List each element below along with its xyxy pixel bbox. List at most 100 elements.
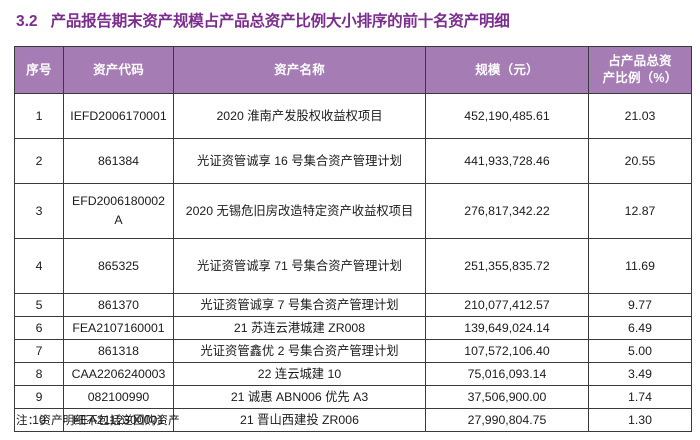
top-ten-assets-table: 序号 资产代码 资产名称 规模（元） 占产品总资 产比例（%） [14, 46, 692, 432]
cell-percentage: 20.55 [588, 138, 692, 184]
cell-asset-name-text: 光证资管诚享 7 号集合资产管理计划 [200, 297, 399, 312]
table-header-row: 序号 资产代码 资产名称 规模（元） 占产品总资 产比例（%） [14, 46, 692, 94]
cell-percentage: 9.77 [588, 293, 692, 317]
cell-index: 9 [14, 385, 64, 409]
cell-scale: 107,572,106.40 [425, 339, 589, 363]
table-row: 1 IEFD2006170001 2020 淮南产发股权收益权项目 452,190,4… [14, 93, 692, 139]
cell-scale: 37,506,900.00 [425, 385, 589, 409]
cell-asset-name: 2020 无锡危旧房改造特定资产收益权项目 [173, 183, 426, 239]
column-header-index: 序号 [14, 46, 64, 94]
cell-asset-code-text: EFD2006180002A [72, 194, 165, 227]
cell-scale: 210,077,412.57 [425, 293, 589, 317]
table-row: 2 861384 光证资管诚享 16 号集合资产管理计划 441,933,728.46… [14, 138, 692, 184]
cell-percentage: 1.30 [588, 408, 692, 432]
cell-asset-name: 2020 淮南产发股权收益权项目 [173, 93, 426, 139]
cell-asset-code: EFD2006180002A [63, 183, 174, 239]
table-row: 7 861318 光证资管鑫优 2 号集合资产管理计划 107,572,106.40 5… [14, 339, 692, 363]
cell-asset-name-text: 22 连云城建 10 [257, 366, 342, 381]
column-header-code: 资产代码 [63, 46, 174, 94]
column-header-percentage-line1: 占产品总资 [608, 54, 672, 68]
top-ten-assets-table-container: 序号 资产代码 资产名称 规模（元） 占产品总资 产比例（%） [14, 46, 692, 432]
cell-asset-code: 082100990 [63, 385, 174, 409]
cell-percentage: 12.87 [588, 183, 692, 239]
table-header: 序号 资产代码 资产名称 规模（元） 占产品总资 产比例（%） [14, 46, 692, 94]
cell-percentage: 21.03 [588, 93, 692, 139]
cell-asset-code-text: FEA2107160001 [72, 320, 165, 335]
cell-asset-name-text: 光证资管诚享 16 号集合资产管理计划 [197, 153, 402, 168]
table-row: 3 EFD2006180002A 2020 无锡危旧房改造特定资产收益权项目 276,… [14, 183, 692, 239]
column-header-percentage: 占产品总资 产比例（%） [588, 46, 692, 94]
page-title: 3.2 产品报告期末资产规模占产品总资产比例大小排序的前十名资产明细 [16, 9, 510, 31]
section-title-text: 产品报告期末资产规模占产品总资产比例大小排序的前十名资产明细 [50, 13, 510, 30]
table-body: 1 IEFD2006170001 2020 淮南产发股权收益权项目 452,190,4… [14, 93, 692, 432]
cell-asset-code: 861318 [63, 339, 174, 363]
column-header-scale: 规模（元） [425, 46, 589, 94]
cell-scale: 75,016,093.14 [425, 362, 589, 386]
cell-asset-name: 光证资管诚享 71 号集合资产管理计划 [173, 238, 426, 294]
cell-asset-code-text: 865325 [97, 258, 140, 273]
cell-percentage: 6.49 [588, 316, 692, 340]
table-row: 4 865325 光证资管诚享 71 号集合资产管理计划 251,355,835.72… [14, 238, 692, 294]
cell-asset-code-text: IEFD2006170001 [70, 108, 167, 123]
cell-asset-name-text: 21 晋山西建投 ZR006 [240, 412, 359, 427]
cell-asset-name: 21 苏连云港城建 ZR008 [173, 316, 426, 340]
cell-scale: 27,990,804.75 [425, 408, 589, 432]
cell-percentage: 5.00 [588, 339, 692, 363]
cell-asset-code: CAA2206240003 [63, 362, 174, 386]
table-row: 10 FEA2112300001 21 晋山西建投 ZR006 27,990,804.… [14, 408, 692, 432]
cell-asset-code-text: 861370 [97, 297, 140, 312]
table-row: 9 082100990 21 诚惠 ABN006 优先 A3 37,506,900.0… [14, 385, 692, 409]
cell-asset-code-text: CAA2206240003 [71, 366, 166, 381]
cell-percentage: 3.49 [588, 362, 692, 386]
cell-index: 3 [14, 183, 64, 239]
cell-percentage: 11.69 [588, 238, 692, 294]
cell-index: 2 [14, 138, 64, 184]
cell-asset-name-text: 光证资管鑫优 2 号集合资产管理计划 [200, 343, 399, 358]
cell-asset-name: 21 晋山西建投 ZR006 [173, 408, 426, 432]
cell-asset-code: 861370 [63, 293, 174, 317]
cell-asset-code-text: FEA2112300001 [72, 412, 165, 427]
cell-scale: 441,933,728.46 [425, 138, 589, 184]
table-row: 5 861370 光证资管诚享 7 号集合资产管理计划 210,077,412.57 9… [14, 293, 692, 317]
cell-asset-code: 861384 [63, 138, 174, 184]
section-number: 3.2 [16, 13, 38, 30]
cell-percentage: 1.74 [588, 385, 692, 409]
cell-asset-name-text: 2020 淮南产发股权收益权项目 [216, 108, 383, 123]
cell-asset-name-text: 2020 无锡危旧房改造特定资产收益权项目 [185, 203, 414, 218]
cell-asset-name-text: 21 苏连云港城建 ZR008 [233, 320, 366, 335]
cell-index: 8 [14, 362, 64, 386]
column-header-percentage-line2: 产比例（%） [602, 71, 678, 85]
column-header-name: 资产名称 [173, 46, 426, 94]
table-row: 6 FEA2107160001 21 苏连云港城建 ZR008 139,649,024… [14, 316, 692, 340]
cell-index: 1 [14, 93, 64, 139]
cell-index: 4 [14, 238, 64, 294]
cell-index: 6 [14, 316, 64, 340]
cell-asset-code-text: 861318 [97, 343, 140, 358]
cell-index: 5 [14, 293, 64, 317]
cell-asset-code-text: 861384 [97, 153, 140, 168]
cell-index: 7 [14, 339, 64, 363]
column-header-scale-label: 规模（元） [475, 62, 539, 77]
column-header-index-label: 序号 [26, 62, 52, 77]
cell-asset-name: 光证资管诚享 7 号集合资产管理计划 [173, 293, 426, 317]
cell-asset-code: FEA2107160001 [63, 316, 174, 340]
cell-asset-code: 865325 [63, 238, 174, 294]
cell-scale: 452,190,485.61 [425, 93, 589, 139]
table-footnote: 注：资产明细不包括逆回购资产 [16, 415, 180, 427]
column-header-name-label: 资产名称 [274, 62, 325, 77]
cell-index: 10 [14, 408, 64, 432]
cell-scale: 139,649,024.14 [425, 316, 589, 340]
cell-asset-name: 21 诚惠 ABN006 优先 A3 [173, 385, 426, 409]
cell-asset-name-text: 21 诚惠 ABN006 优先 A3 [230, 389, 369, 404]
cell-asset-code: IEFD2006170001 [63, 93, 174, 139]
column-header-code-label: 资产代码 [93, 62, 144, 77]
cell-asset-code: FEA2112300001 [63, 408, 174, 432]
cell-scale: 276,817,342.22 [425, 183, 589, 239]
cell-asset-code-text: 082100990 [87, 389, 150, 404]
cell-asset-name: 光证资管鑫优 2 号集合资产管理计划 [173, 339, 426, 363]
cell-scale: 251,355,835.72 [425, 238, 589, 294]
cell-asset-name-text: 光证资管诚享 71 号集合资产管理计划 [197, 258, 402, 273]
table-row: 8 CAA2206240003 22 连云城建 10 75,016,093.14 3.4… [14, 362, 692, 386]
cell-asset-name: 光证资管诚享 16 号集合资产管理计划 [173, 138, 426, 184]
